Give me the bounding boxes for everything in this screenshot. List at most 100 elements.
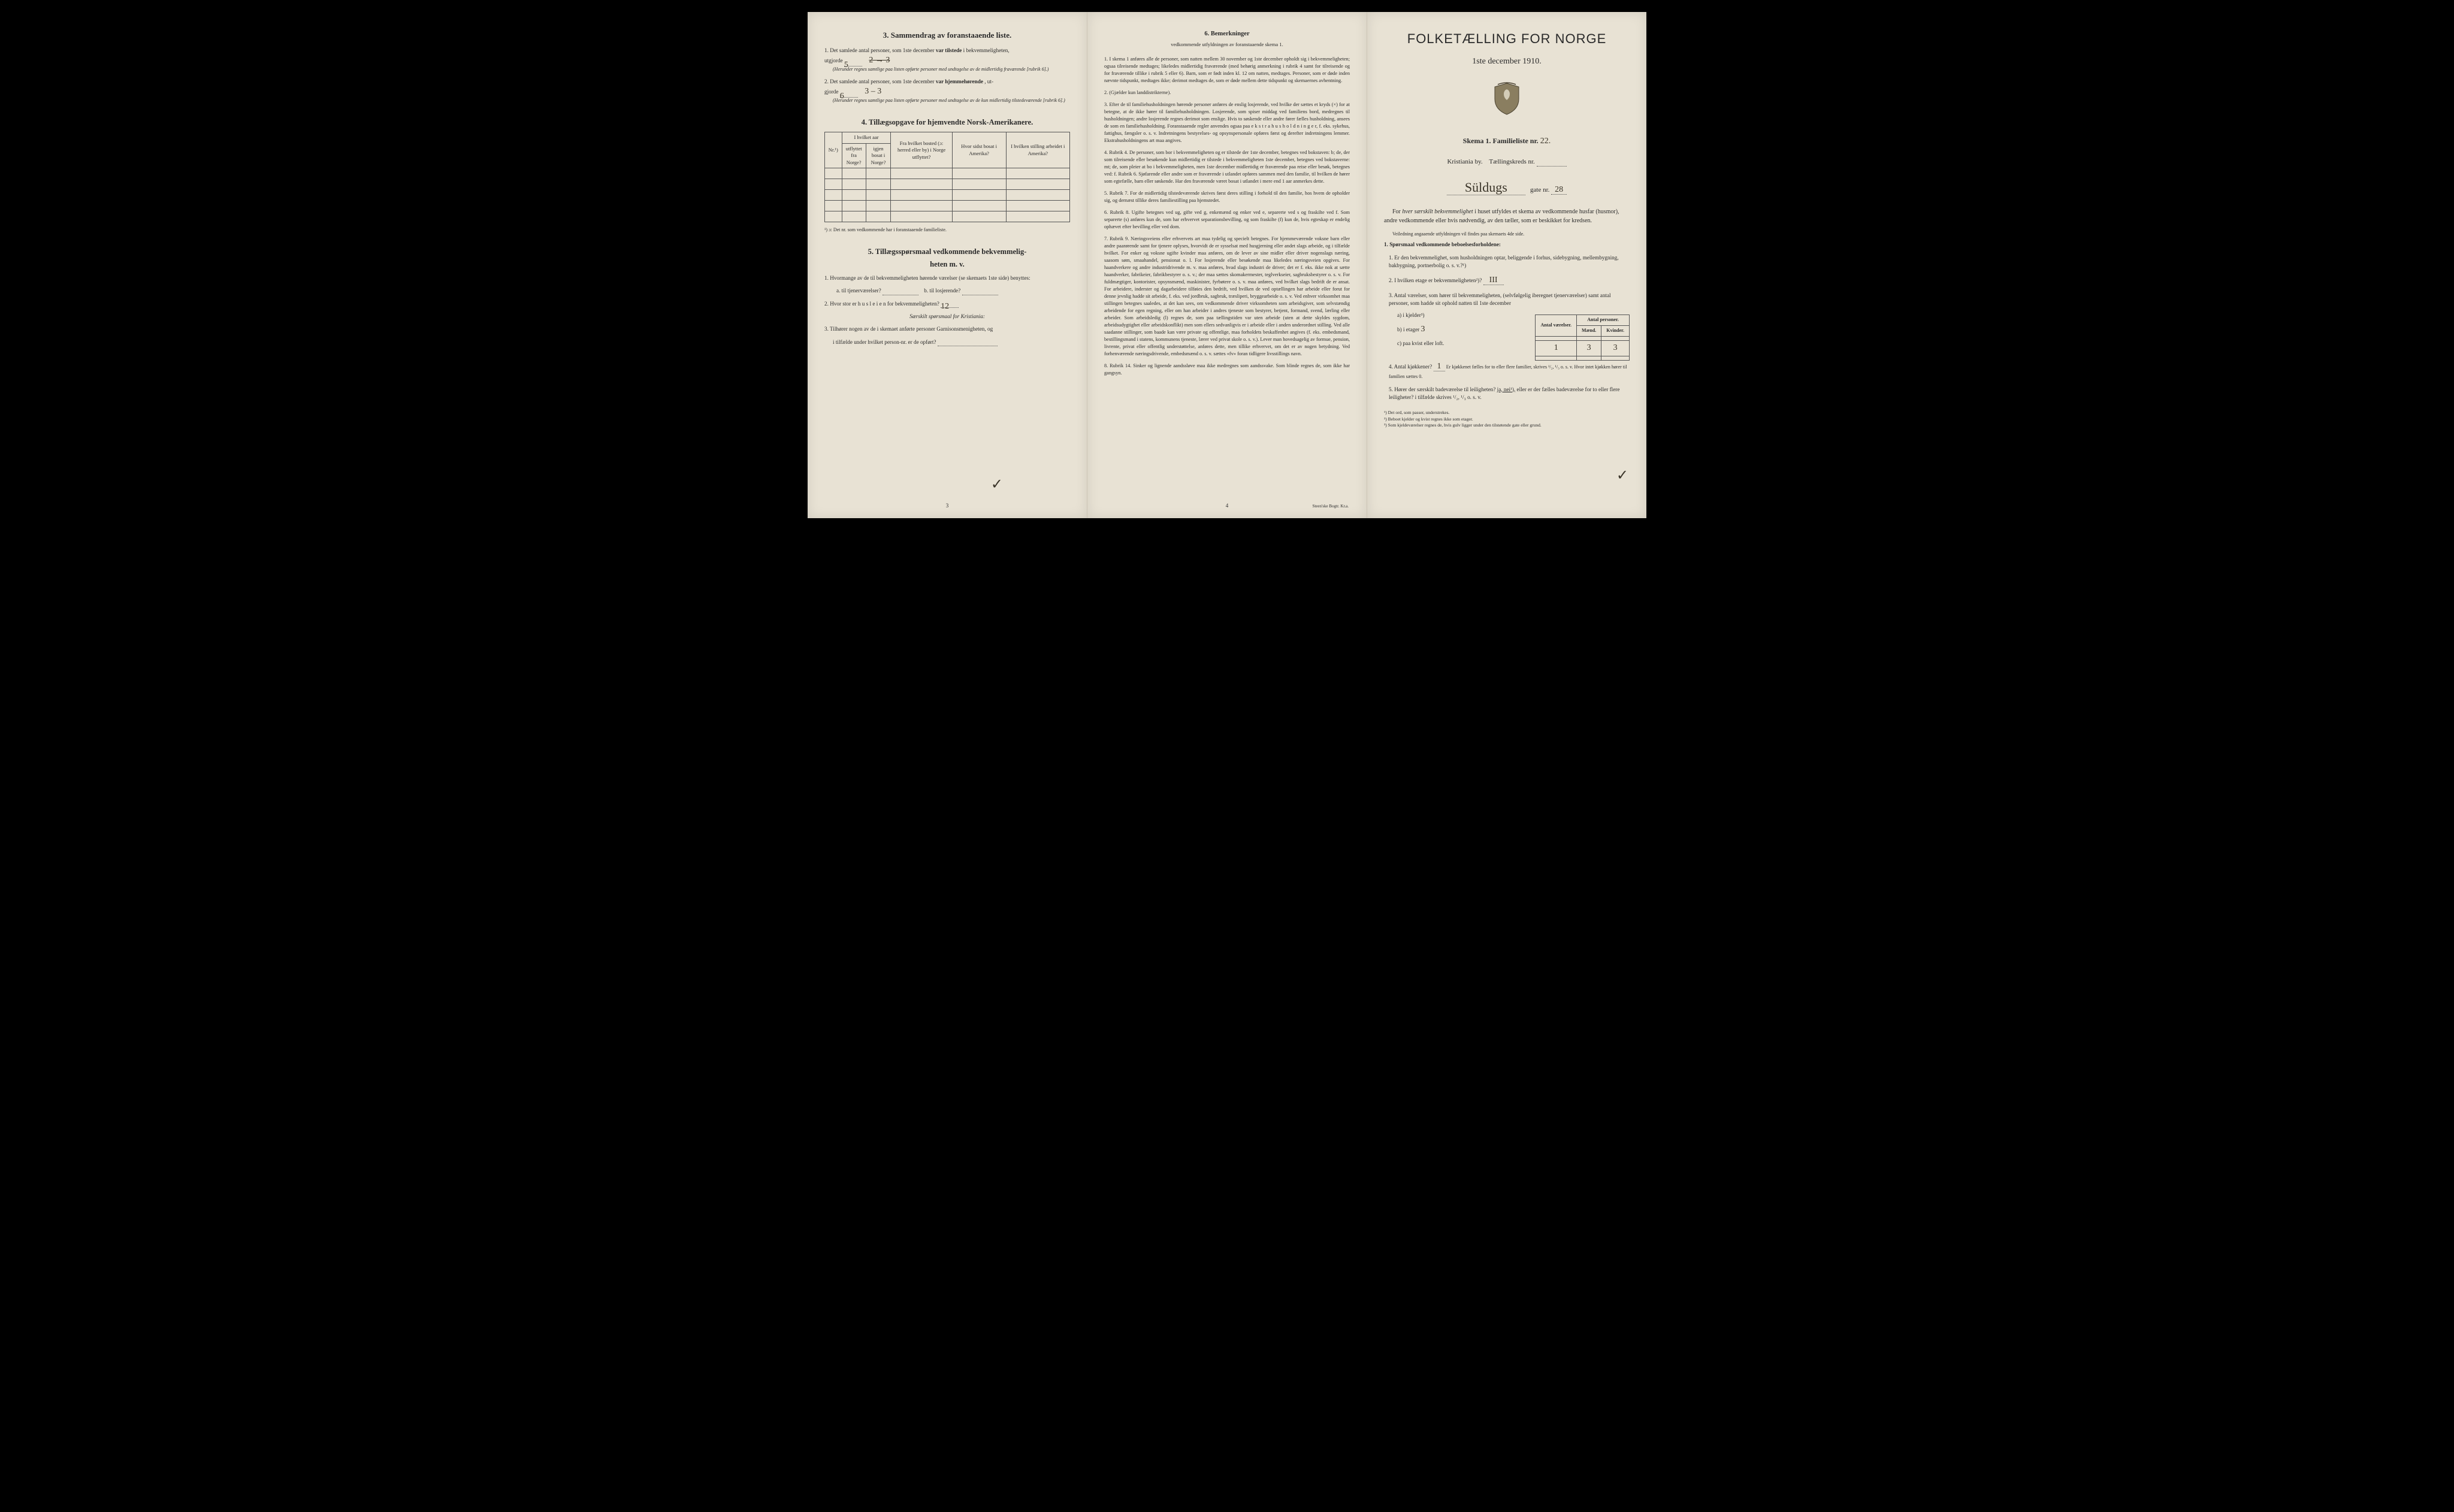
checkmark-icon: ✓ xyxy=(991,475,1003,494)
q-heading-1: 1. Spørsmaal vedkommende beboelsesforhol… xyxy=(1384,241,1501,247)
rt-h2b: Kvinder. xyxy=(1601,326,1630,337)
s5-q3b-row: i tilfælde under hvilket person-nr. er d… xyxy=(833,338,1070,346)
section-3-heading: 3. Sammendrag av foranstaaende liste. xyxy=(824,30,1070,41)
rt-h2a: Mænd. xyxy=(1577,326,1601,337)
rt-v1: 1 xyxy=(1536,341,1577,356)
r-q2-val: III xyxy=(1483,276,1504,285)
section-5-heading-a: 5. Tillægsspørsmaal vedkommende bekvemme… xyxy=(824,247,1070,257)
s3-q1-pre: 1. Det samlede antal personer, som 1ste … xyxy=(824,47,935,53)
s3-q2-line2: gjorde xyxy=(824,89,838,95)
r-q4: 4. Antal kjøkkener? xyxy=(1389,364,1432,370)
blank-field xyxy=(938,339,998,346)
intro-2: Veiledning angaaende utfyldningen vil fi… xyxy=(1384,231,1630,237)
document-date: 1ste december 1910. xyxy=(1384,56,1630,68)
rt-h1: Antal værelser. xyxy=(1536,315,1577,337)
page-number: 4 xyxy=(1226,502,1229,509)
section-6-heading: 6. Bemerkninger xyxy=(1104,30,1350,38)
rt-v3: 3 xyxy=(1601,341,1630,356)
printer-credit: Steen'ske Bogtr. Kr.a. xyxy=(1312,504,1349,509)
s3-q1-line2: utgjorde xyxy=(824,58,843,63)
remark-item: 5. Rubrik 7. For de midlertidig tilstede… xyxy=(1104,190,1350,204)
s5-q2-text: 2. Hvor stor er h u s l e i e n for bekv… xyxy=(824,301,939,307)
footnotes: ¹) Det ord, som passer, understrekes. ²)… xyxy=(1384,410,1630,429)
page-cover: FOLKETÆLLING FOR NORGE 1ste december 191… xyxy=(1367,12,1646,518)
remark-item: 3. Efter de til familiehusholdningen hør… xyxy=(1104,101,1350,144)
s4-c2a: I hvilket aar xyxy=(842,132,891,143)
table-row xyxy=(1536,337,1630,341)
s3-q1-val: 5 xyxy=(844,59,862,66)
coat-of-arms-icon xyxy=(1384,82,1630,124)
rt-v2: 3 xyxy=(1577,341,1601,356)
intro-b: hver særskilt bekvemmelighet xyxy=(1402,208,1473,215)
r-q2-row: 2. I hvilken etage er bekvemmeligheten²)… xyxy=(1389,274,1630,286)
remark-item: 2. (Gjælder kun landdistrikterne). xyxy=(1104,89,1350,96)
r-q5-row: 5. Hører der særskilt badeværelse til le… xyxy=(1389,386,1630,402)
s4-c2br: igjen bosat i Norge? xyxy=(866,143,891,168)
blank-field xyxy=(883,288,918,295)
intro-para: For hver særskilt bekvemmelighet i huset… xyxy=(1384,207,1630,225)
remark-item: 4. Rubrik 4. De personer, som bor i bekv… xyxy=(1104,149,1350,185)
fn3: ³) Som kjeldeværelser regnes de, hvis gu… xyxy=(1384,422,1630,429)
street-row: Süldugs gate nr. 28 xyxy=(1384,179,1630,196)
section-5-heading-b: heten m. v. xyxy=(824,259,1070,270)
s3-q1-strike: 2 → 3 xyxy=(869,56,890,65)
skema-line: Skema 1. Familieliste nr. 22. xyxy=(1384,136,1630,147)
section-4-heading: 4. Tillægsopgave for hjemvendte Norsk-Am… xyxy=(824,117,1070,128)
rt-h2: Antal personer. xyxy=(1577,315,1630,326)
s4-c3: Fra hvilket bosted (ɔ: herred eller by) … xyxy=(891,132,952,168)
s5-q1: 1. Hvormange av de til bekvemmeligheten … xyxy=(824,274,1070,282)
street-hand: Süldugs xyxy=(1447,180,1525,195)
table-row xyxy=(825,179,1070,190)
gate-val: 28 xyxy=(1551,185,1567,195)
section-4-table: Nr.¹) I hvilket aar Fra hvilket bosted (… xyxy=(824,132,1070,222)
fn1: ¹) Det ord, som passer, understrekes. xyxy=(1384,410,1630,416)
s4-c2bl: utflyttet fra Norge? xyxy=(842,143,866,168)
r-q5jn: ja, nei¹), xyxy=(1497,386,1516,392)
intro-a: For xyxy=(1392,208,1402,215)
s3-q1: 1. Det samlede antal personer, som 1ste … xyxy=(824,47,1070,73)
r-q4-row: 4. Antal kjøkkener? 1 Er kjøkkenet fælle… xyxy=(1389,361,1630,381)
remark-item: 8. Rubrik 14. Sinker og lignende aandssl… xyxy=(1104,362,1350,377)
remarks-list: 1. I skema 1 anføres alle de personer, s… xyxy=(1104,56,1350,377)
s3-q2-post: , ut- xyxy=(984,78,993,84)
r-q5a: 5. Hører der særskilt badeværelse til le… xyxy=(1389,386,1495,392)
table-row xyxy=(825,211,1070,222)
blank-field xyxy=(1537,159,1567,167)
gate-label: gate nr. xyxy=(1530,186,1549,193)
r-q3: 3. Antal værelser, som hører til bekvemm… xyxy=(1389,292,1630,308)
city-label: Kristiania by. xyxy=(1447,158,1482,165)
s4-c4: Hvor sidst bosat i Amerika? xyxy=(952,132,1006,168)
fn2: ²) Beboet kjelder og kvist regnes ikke s… xyxy=(1384,416,1630,423)
page-4: 6. Bemerkninger vedkommende utfyldningen… xyxy=(1087,12,1367,518)
s3-q2: 2. Det samlede antal personer, som 1ste … xyxy=(824,78,1070,104)
blank-field xyxy=(962,288,998,295)
r-q2: 2. I hvilken etage er bekvemmeligheten²)… xyxy=(1389,277,1482,283)
r-q4-val: 1 xyxy=(1434,362,1445,371)
rt-r2-hand: 3 xyxy=(1421,325,1425,334)
s3-q1-bold: var tilstede xyxy=(936,47,962,53)
page-3: 3. Sammendrag av foranstaaende liste. 1.… xyxy=(808,12,1087,518)
questions-block: 1. Er den bekvemmelighet, som husholdnin… xyxy=(1389,254,1630,401)
kreds-label: Tællingskreds nr. xyxy=(1489,158,1534,165)
rooms-table: Antal værelser. Antal personer. Mænd. Kv… xyxy=(1535,315,1630,360)
s5-q3b: i tilfælde under hvilket person-nr. er d… xyxy=(833,339,936,345)
table-row xyxy=(825,201,1070,211)
s4-footnote: ¹) ɔ: Det nr. som vedkommende har i fora… xyxy=(824,227,1070,234)
s5-q2-note: Særskilt spørsmaal for Kristiania: xyxy=(824,313,1070,320)
s3-q2-strike: 3 – 3 xyxy=(865,87,881,96)
location-block: Kristiania by. Tællingskreds nr. xyxy=(1384,158,1630,167)
r-q1: 1. Er den bekvemmelighet, som husholdnin… xyxy=(1389,254,1630,270)
s3-q2-bold: var hjemmehørende xyxy=(936,78,983,84)
remark-item: 6. Rubrik 8. Ugifte betegnes ved ug, gif… xyxy=(1104,209,1350,231)
s5-q1b: b. til losjerende? xyxy=(924,288,960,294)
s5-q2-val: 12 xyxy=(941,301,959,308)
s5-q3: 3. Tilhører nogen av de i skemaet anført… xyxy=(824,325,1070,333)
s4-c1: Nr.¹) xyxy=(825,132,842,168)
document-spread: 3. Sammendrag av foranstaaende liste. 1.… xyxy=(808,12,1646,518)
table-row xyxy=(825,168,1070,179)
rt-r2: b) i etager xyxy=(1397,326,1419,332)
remark-item: 7. Rubrik 9. Næringsveiens eller erhverv… xyxy=(1104,235,1350,358)
table-row xyxy=(825,190,1070,201)
checkmark-icon: ✓ xyxy=(1616,466,1628,485)
table-row xyxy=(1536,356,1630,360)
